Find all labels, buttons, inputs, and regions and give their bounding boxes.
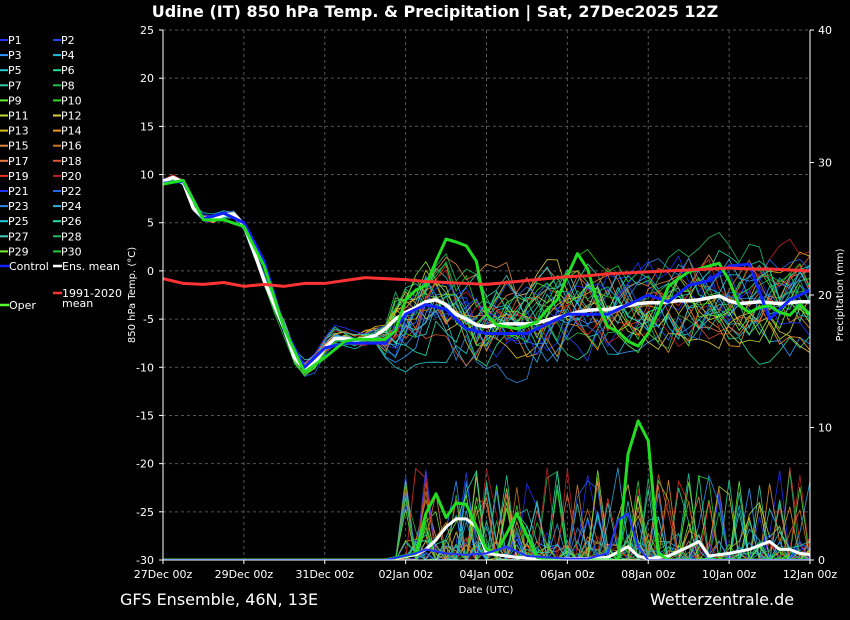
legend-label-p7: P7 xyxy=(8,79,22,92)
legend-label-p23: P23 xyxy=(8,200,29,213)
y-tick-label-left: 25 xyxy=(140,24,154,37)
y-tick-label-right: 40 xyxy=(818,24,832,37)
legend-label-p11: P11 xyxy=(8,110,29,123)
y-tick-label-right: 0 xyxy=(818,554,825,567)
legend-label-p1: P1 xyxy=(8,34,22,47)
legend-label-ens-mean: Ens. mean xyxy=(62,260,120,273)
legend-label-p5: P5 xyxy=(8,64,22,77)
legend-label-p19: P19 xyxy=(8,170,29,183)
member-precip-line-p6 xyxy=(163,475,810,560)
temp-line-oper xyxy=(163,178,810,374)
legend-label-p27: P27 xyxy=(8,230,29,243)
legend-label-p13: P13 xyxy=(8,125,29,138)
member-precip-line-p3 xyxy=(163,474,810,560)
y-tick-label-left: -25 xyxy=(136,506,154,519)
member-precip-line-p28 xyxy=(163,471,810,560)
precip-line-oper xyxy=(163,419,810,560)
y-tick-label-left: -10 xyxy=(136,361,154,374)
member-precip-line-p16 xyxy=(163,486,810,560)
x-tick-label: 31Dec 00z xyxy=(295,568,354,581)
x-axis-label: Date (UTC) xyxy=(459,585,514,596)
x-tick-label: 10Jan 00z xyxy=(702,568,756,581)
member-precip-line-p30 xyxy=(163,475,810,560)
y-tick-label-left: -15 xyxy=(136,409,154,422)
y-tick-label-right: 10 xyxy=(818,422,832,435)
member-precip-line-p19 xyxy=(163,467,810,560)
legend-label-p20: P20 xyxy=(61,170,82,183)
y-tick-label-right: 20 xyxy=(818,289,832,302)
member-precip-line-p24 xyxy=(163,467,810,560)
precip-line-control xyxy=(163,512,810,560)
member-precip-line-p18 xyxy=(163,474,810,560)
member-precip-line-p21 xyxy=(163,469,810,560)
y-tick-label-right: 30 xyxy=(818,157,832,170)
footer-model: GFS Ensemble, 46N, 13E xyxy=(120,590,318,609)
temp-line-ens-mean xyxy=(163,175,810,371)
x-tick-label: 08Jan 00z xyxy=(621,568,675,581)
legend-label-p4: P4 xyxy=(61,49,75,62)
member-precip-line-p7 xyxy=(163,473,810,560)
x-tick-label: 29Dec 00z xyxy=(215,568,274,581)
member-precip-line-p25 xyxy=(163,514,810,560)
legend-label-p17: P17 xyxy=(8,155,29,168)
legend-label-p29: P29 xyxy=(8,245,29,258)
x-tick-label: 27Dec 00z xyxy=(134,568,193,581)
legend-label-clim: 1991-2020 xyxy=(62,287,122,300)
legend-label-p8: P8 xyxy=(61,79,75,92)
x-tick-label: 02Jan 00z xyxy=(379,568,433,581)
precip-line-ens-mean xyxy=(163,517,810,560)
x-tick-label: 04Jan 00z xyxy=(459,568,513,581)
legend-label-p14: P14 xyxy=(61,125,82,138)
legend-label-p16: P16 xyxy=(61,140,82,153)
legend-label-oper: Oper xyxy=(9,299,36,312)
main-series xyxy=(163,175,810,560)
legend-label-p9: P9 xyxy=(8,94,22,107)
legend-label-control: Control xyxy=(9,260,49,273)
legend-label-clim-line2: mean xyxy=(62,297,93,310)
legend-label-p21: P21 xyxy=(8,185,29,198)
temp-line-1991-2020-mean xyxy=(163,266,810,288)
member-precip-line-p15 xyxy=(163,484,810,560)
legend: P1 P2 P3 P4 P5 P6 P7 P8 P9 P10 P11 P12 P13 P14 P15 P16 P… xyxy=(0,34,122,312)
y-tick-label-left: -30 xyxy=(136,554,154,567)
x-tick-label: 12Jan 00z xyxy=(783,568,837,581)
legend-label-p30: P30 xyxy=(61,245,82,258)
legend-label-p3: P3 xyxy=(8,49,22,62)
y-tick-label-left: -5 xyxy=(143,313,154,326)
legend-label-p25: P25 xyxy=(8,215,29,228)
legend-label-p28: P28 xyxy=(61,230,82,243)
legend-label-p10: P10 xyxy=(61,94,82,107)
y-tick-label-left: 5 xyxy=(147,217,154,230)
grid xyxy=(162,29,811,561)
y-axis-label-left: 850 hPa Temp. (°C) xyxy=(127,247,138,343)
y-tick-label-left: -20 xyxy=(136,458,154,471)
footer-brand: Wetterzentrale.de xyxy=(650,590,794,609)
x-tick-label: 06Jan 00z xyxy=(540,568,594,581)
y-tick-label-left: 0 xyxy=(147,265,154,278)
member-precip-line-p20 xyxy=(163,467,810,560)
legend-label-p12: P12 xyxy=(61,110,82,123)
axes: 25 20 15 10 5 0 -5 -10 -15 -20 -25 -30 40 30 20 10 0 27De… xyxy=(134,24,838,581)
y-tick-label-left: 20 xyxy=(140,72,154,85)
y-axis-label-right: Precipitation (mm) xyxy=(835,248,846,341)
legend-label-p22: P22 xyxy=(61,185,82,198)
legend-label-p24: P24 xyxy=(61,200,82,213)
member-temp-line-p28 xyxy=(163,179,810,371)
member-precip-line-p9 xyxy=(163,479,810,560)
legend-label-p18: P18 xyxy=(61,155,82,168)
chart-title: Udine (IT) 850 hPa Temp. & Precipitation… xyxy=(152,2,719,22)
legend-label-p15: P15 xyxy=(8,140,29,153)
member-precip-line-p10 xyxy=(163,486,810,560)
y-tick-label-left: 15 xyxy=(140,120,154,133)
member-precip-line-p26 xyxy=(163,469,810,560)
y-tick-label-left: 10 xyxy=(140,169,154,182)
legend-label-p2: P2 xyxy=(61,34,75,47)
legend-label-p26: P26 xyxy=(61,215,82,228)
legend-label-p6: P6 xyxy=(61,64,75,77)
member-precip-line-p11 xyxy=(163,485,810,560)
